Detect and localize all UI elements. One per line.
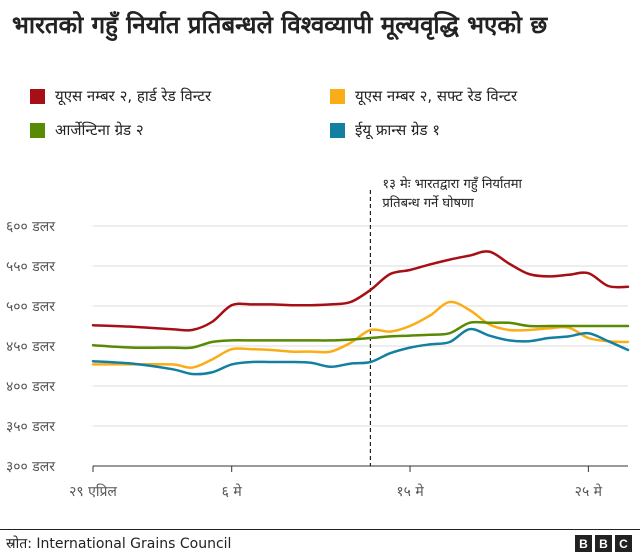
legend-swatch-argentina — [30, 122, 45, 138]
footer-divider — [0, 529, 640, 530]
annotation-text-line1: १३ मेः भारतद्वारा गहुँ निर्यातमा — [382, 176, 522, 193]
legend: यूएस नम्बर २, हार्ड रेड विन्टर यूएस नम्ब… — [30, 86, 630, 150]
x-tick-label: ६ मे — [222, 483, 243, 500]
x-tick-label: १५ मे — [396, 483, 424, 500]
legend-item-us-hrw: यूएस नम्बर २, हार्ड रेड विन्टर — [30, 86, 211, 106]
legend-item-argentina: आर्जेन्टिना ग्रेड २ — [30, 120, 144, 140]
series-line-eu-france — [91, 327, 630, 376]
legend-item-us-srw: यूएस नम्बर २, सफ्ट रेड विन्टर — [330, 86, 517, 106]
legend-item-eu-france: ईयू फ्रान्स ग्रेड १ — [330, 120, 440, 140]
series-line-us-srw — [91, 300, 630, 369]
source-note: स्रोत: International Grains Council — [6, 536, 232, 552]
x-axis: २९ एप्रिल ६ मे १५ मे २५ मे — [69, 465, 628, 500]
legend-swatch-us-hrw — [30, 88, 45, 104]
line-chart: ६०० डलर ५५० डलर ५०० डलर ४५० डलर ४०० डलर ३५० ड… — [6, 176, 630, 500]
y-tick-label: ४५० डलर — [6, 339, 55, 355]
annotation-text-line2: प्रतिबन्ध गर्ने घोषणा — [382, 195, 474, 211]
y-tick-label: ३५० डलर — [6, 419, 55, 435]
series-line-us-hrw — [91, 250, 630, 332]
bbc-logo: B B C — [575, 535, 632, 552]
x-tick-label: २५ मे — [575, 483, 603, 500]
legend-label-us-hrw: यूएस नम्बर २, हार्ड रेड विन्टर — [55, 87, 212, 105]
legend-label-argentina: आर्जेन्टिना ग्रेड २ — [55, 121, 144, 139]
chart-title: भारतको गहुँ निर्यात प्रतिबन्धले विश्वव्य… — [12, 11, 548, 39]
legend-label-us-srw: यूएस नम्बर २, सफ्ट रेड विन्टर — [355, 87, 518, 105]
gridlines — [93, 225, 628, 467]
bbc-logo-letter: C — [615, 535, 632, 552]
legend-swatch-eu-france — [330, 122, 345, 138]
series-lines — [91, 250, 630, 376]
bbc-logo-letter: B — [575, 535, 592, 552]
y-tick-label: ६०० डलर — [6, 219, 55, 235]
y-tick-label: ३०० डलर — [6, 459, 55, 475]
series-line-argentina — [91, 320, 630, 350]
y-tick-label: ५५० डलर — [6, 259, 55, 275]
annotation: १३ मेः भारतद्वारा गहुँ निर्यातमा प्रतिबन… — [369, 176, 523, 466]
x-tick-label: २९ एप्रिल — [69, 483, 117, 500]
legend-label-eu-france: ईयू फ्रान्स ग्रेड १ — [355, 121, 441, 139]
bbc-logo-letter: B — [595, 535, 612, 552]
y-tick-label: ५०० डलर — [6, 299, 55, 315]
y-axis-tick-labels: ६०० डलर ५५० डलर ५०० डलर ४५० डलर ४०० डलर ३५० ड… — [6, 219, 55, 475]
legend-swatch-us-srw — [330, 88, 345, 104]
y-tick-label: ४०० डलर — [6, 379, 55, 395]
